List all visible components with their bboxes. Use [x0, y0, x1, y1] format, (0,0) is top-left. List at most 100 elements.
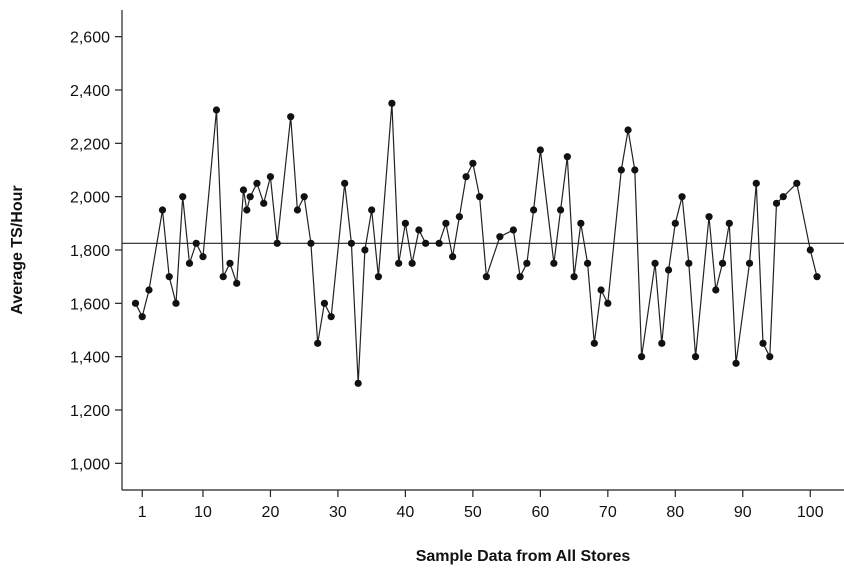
data-point	[658, 339, 666, 347]
y-tick-label: 1,000	[70, 456, 110, 473]
data-point	[536, 146, 544, 154]
data-point	[327, 313, 335, 321]
data-point	[671, 219, 679, 227]
data-point	[745, 259, 754, 267]
data-point	[361, 246, 369, 254]
data-point	[435, 239, 443, 247]
data-point	[219, 273, 227, 281]
y-tick-label: 2,400	[70, 83, 110, 100]
data-point	[253, 179, 261, 187]
data-point	[347, 239, 356, 247]
x-tick-label: 100	[797, 504, 824, 521]
data-point	[590, 339, 598, 347]
data-point	[813, 273, 821, 281]
data-point	[131, 299, 140, 307]
x-axis-title: Sample Data from All Stores	[416, 548, 631, 565]
data-point	[179, 193, 187, 201]
data-point	[415, 226, 423, 234]
x-tick-label: 60	[531, 504, 549, 521]
data-point	[476, 193, 484, 201]
data-point	[172, 299, 180, 307]
data-point	[732, 359, 740, 367]
data-point	[482, 273, 490, 281]
data-point	[597, 286, 605, 294]
data-point	[408, 259, 416, 267]
data-point	[577, 219, 585, 227]
x-tick-label: 30	[329, 504, 347, 521]
data-point	[320, 299, 329, 307]
data-point	[604, 299, 612, 307]
y-tick-label: 1,800	[70, 243, 110, 260]
x-tick-label: 1	[138, 504, 147, 521]
data-point	[705, 213, 713, 221]
y-axis-title: Average TS/Hour	[9, 185, 26, 314]
data-point	[266, 173, 275, 181]
x-ticks: 1 10 20 30 40 50 60 70 80 90 100	[138, 490, 824, 521]
data-point	[449, 253, 457, 261]
data-point	[570, 273, 578, 281]
data-point	[637, 353, 646, 361]
data-point	[138, 313, 146, 321]
data-point	[185, 259, 194, 267]
x-tick-label: 70	[599, 504, 617, 521]
data-point	[678, 193, 686, 201]
data-point	[631, 166, 639, 174]
data-point	[233, 279, 241, 287]
data-point	[273, 239, 281, 247]
data-point	[712, 286, 720, 294]
data-point	[664, 266, 673, 274]
data-point	[401, 219, 410, 227]
x-tick-label: 10	[194, 504, 212, 521]
data-point	[192, 239, 200, 247]
data-point	[624, 126, 632, 134]
data-point	[752, 179, 760, 187]
data-point	[462, 173, 470, 181]
data-point	[718, 259, 727, 267]
data-point	[583, 259, 592, 267]
x-tick-label: 20	[262, 504, 280, 521]
data-point	[766, 353, 774, 361]
y-tick-label: 2,200	[70, 136, 110, 153]
data-point	[374, 273, 383, 281]
data-point	[725, 219, 733, 227]
data-point	[550, 259, 558, 267]
data-point	[442, 219, 450, 227]
x-tick-label: 90	[734, 504, 752, 521]
data-point	[368, 206, 376, 214]
data-points	[131, 99, 821, 387]
y-tick-label: 2,000	[70, 190, 110, 207]
data-point	[617, 166, 625, 174]
data-point	[772, 199, 781, 207]
data-point	[509, 226, 517, 234]
data-point	[395, 259, 403, 267]
data-point	[651, 259, 659, 267]
data-point	[287, 113, 295, 121]
x-tick-label: 40	[397, 504, 415, 521]
data-point	[226, 259, 234, 267]
y-ticks: 1,000 1,200 1,400 1,600 1,800 2,000 2,200 2,400…	[70, 30, 122, 473]
data-point	[779, 193, 787, 201]
data-point	[300, 193, 308, 201]
x-tick-label: 50	[464, 504, 482, 521]
data-point	[158, 206, 167, 214]
data-point	[516, 273, 524, 281]
x-tick-label: 80	[666, 504, 684, 521]
data-point	[307, 239, 315, 247]
data-point	[293, 206, 302, 214]
data-point	[388, 99, 396, 107]
axes	[121, 10, 844, 491]
data-point	[212, 106, 221, 114]
data-point	[691, 353, 700, 361]
data-point	[341, 179, 349, 187]
y-tick-label: 1,600	[70, 296, 110, 313]
data-point	[556, 206, 565, 214]
data-point	[523, 259, 531, 267]
data-point	[239, 186, 248, 194]
data-point	[165, 273, 173, 281]
data-point	[793, 179, 801, 187]
data-point	[496, 233, 504, 241]
y-tick-label: 1,400	[70, 350, 110, 367]
data-point	[806, 246, 814, 254]
data-point	[530, 206, 538, 214]
